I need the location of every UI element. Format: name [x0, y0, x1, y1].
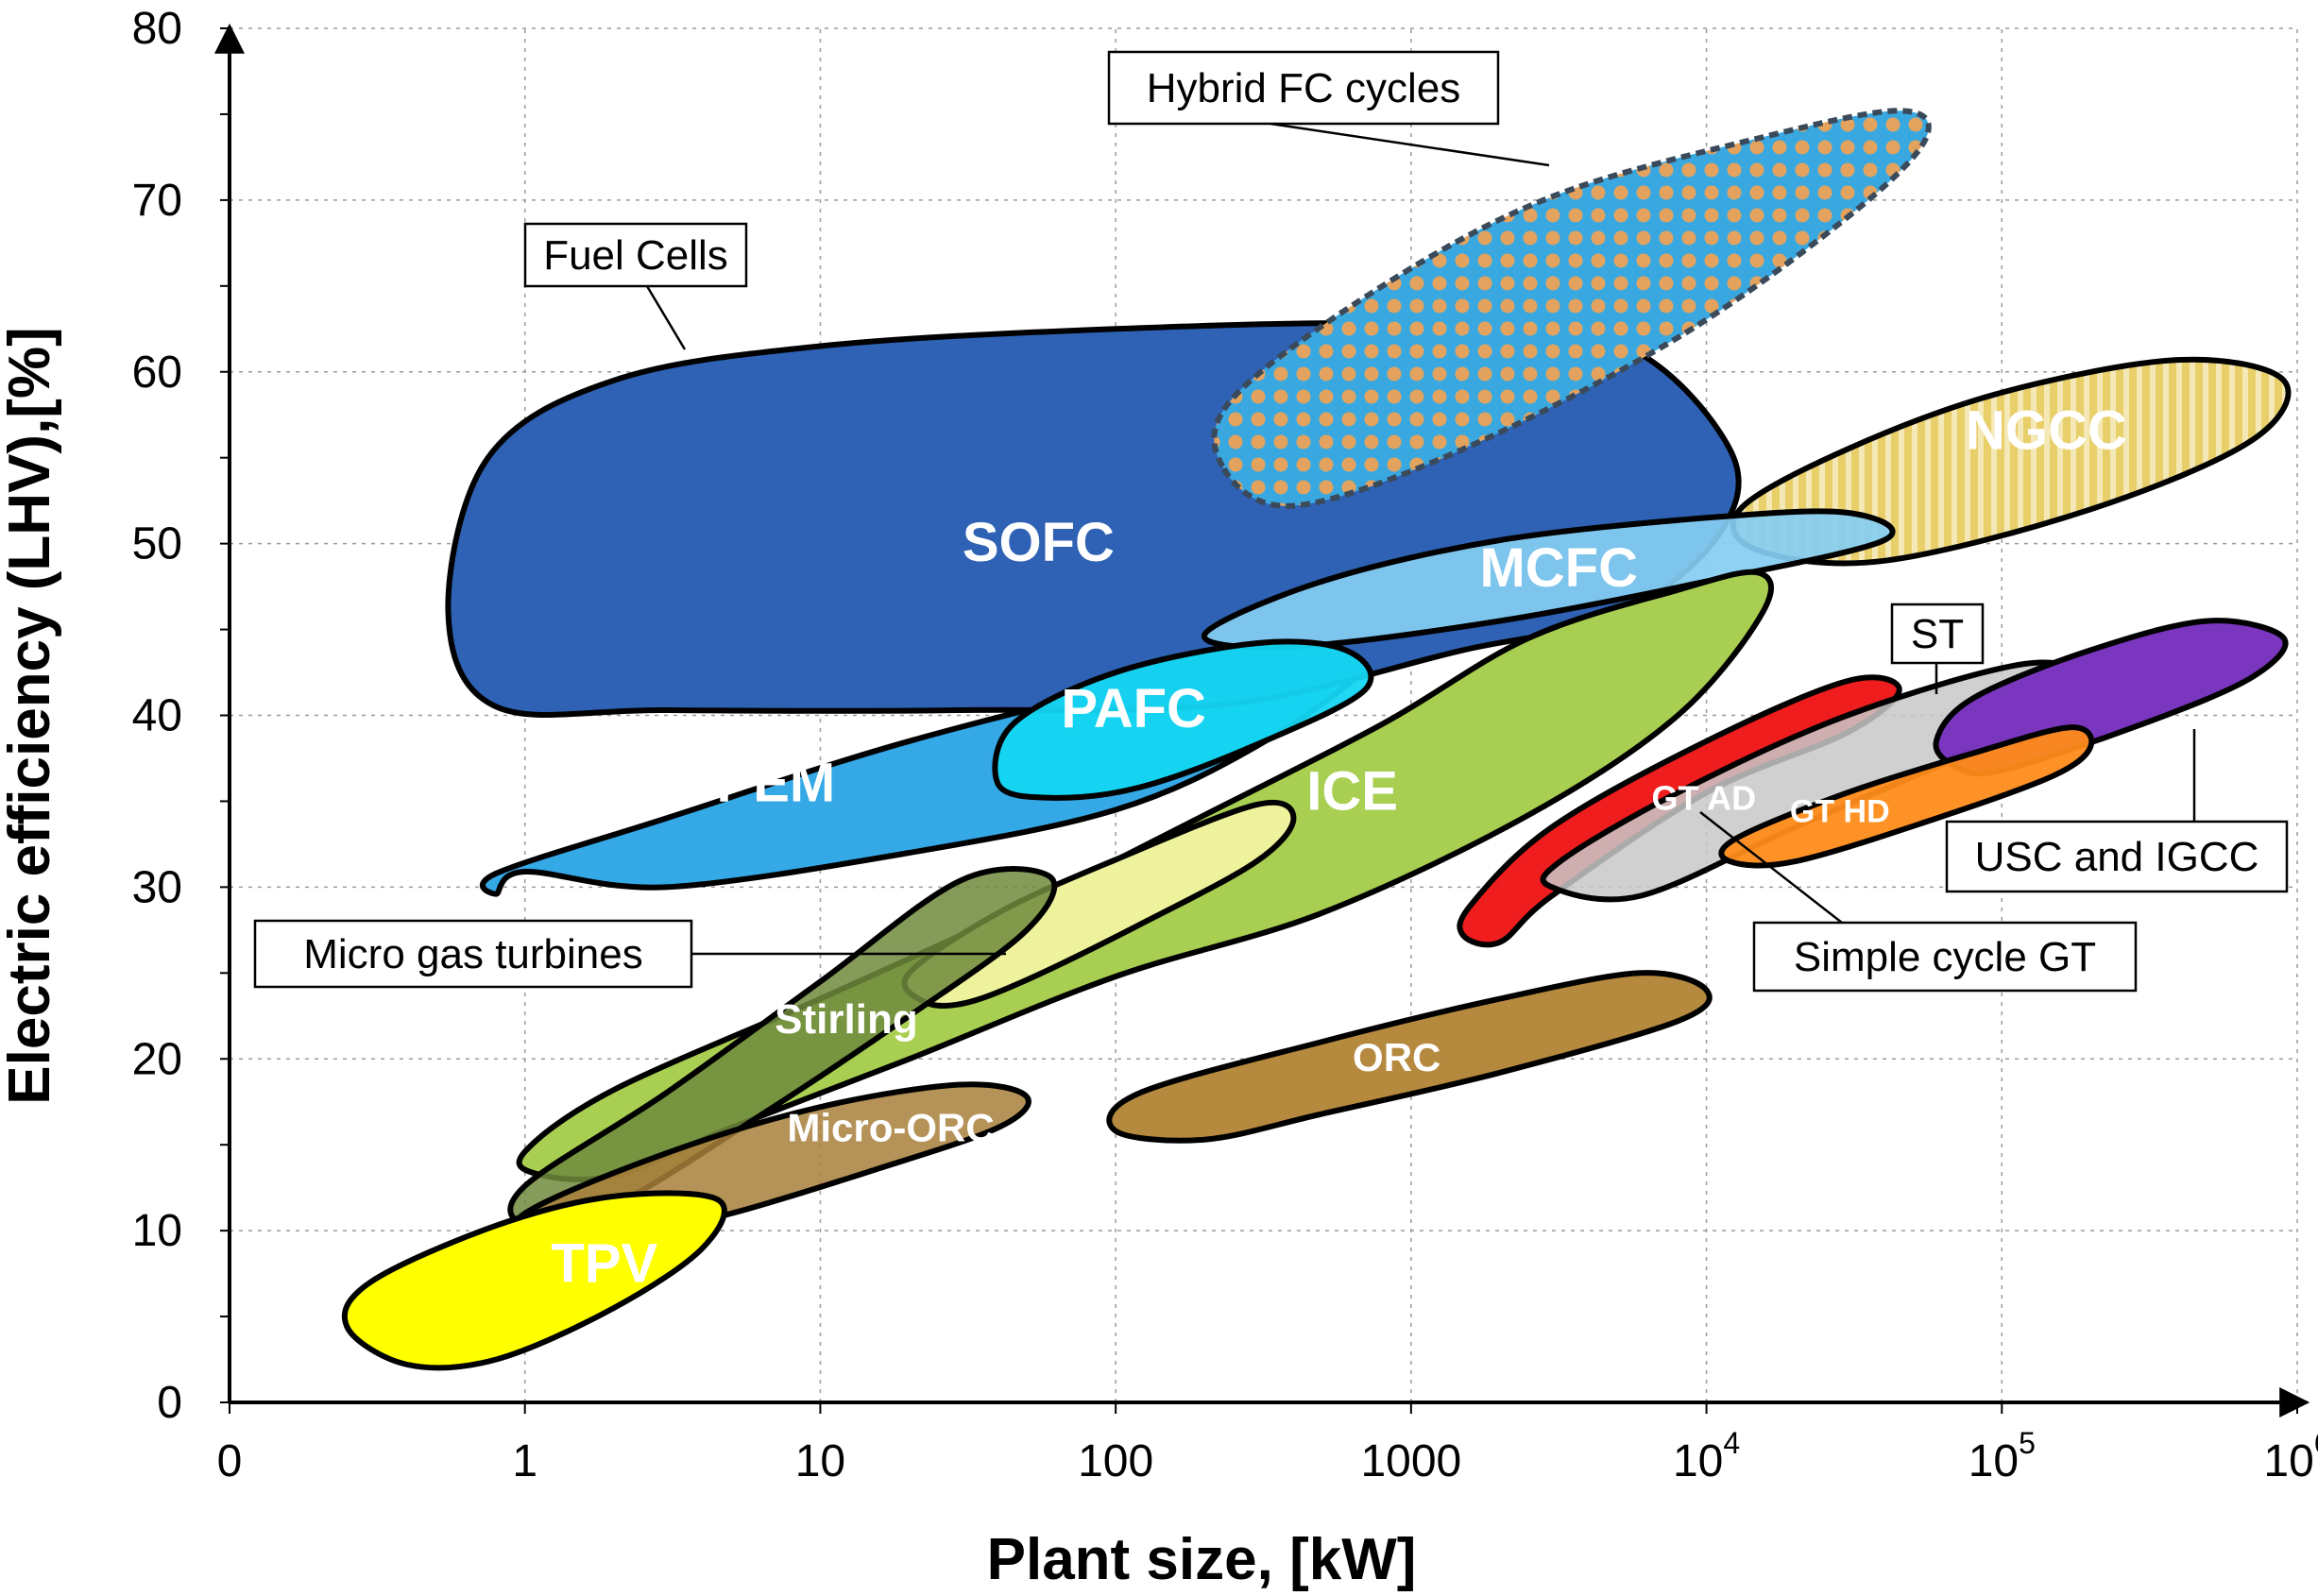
region-label-pem: PEM [717, 752, 836, 813]
y-tick-label: 20 [132, 1034, 182, 1084]
callout-label: Micro gas turbines [303, 931, 642, 977]
region-ngcc [1730, 356, 2292, 567]
x-tick-label: 1000 [1360, 1436, 1461, 1486]
region-label-mcfc: MCFC [1479, 537, 1638, 599]
x-tick-label: 104 [1673, 1426, 1740, 1486]
y-tick-label: 30 [132, 862, 182, 912]
callout-st: ST [1890, 603, 1985, 694]
callout-label: Simple cycle GT [1794, 934, 2096, 980]
callout-box [253, 919, 693, 989]
region-layer: PEM SOFC NGCC MCFC ICE Stirling Micro-ORC TPV OR… [341, 108, 2292, 1371]
y-tick-label: 70 [132, 176, 182, 226]
tick-labels: 0 10 20 30 40 50 60 70 80 0 1 10 100 1000 104 105 106 [132, 4, 2318, 1486]
callout-hybrid-fc-cycles: Hybrid FC cycles [1107, 50, 1550, 167]
region-label-micro-orc: Micro-ORC [787, 1106, 994, 1150]
callout-layer: Fuel Cells Hybrid FC cycles ST USC and IGCC… [253, 50, 2289, 993]
callout-leader-line [1699, 811, 1843, 924]
callout-box [523, 222, 748, 288]
y-tick-label: 60 [132, 348, 182, 398]
y-tick-label: 80 [132, 4, 182, 54]
y-tick-label: 40 [132, 691, 182, 741]
x-tick-label: 0 [217, 1436, 243, 1486]
callout-label: Hybrid FC cycles [1147, 65, 1461, 111]
y-tick-label: 50 [132, 519, 182, 569]
x-axis-title: Plant size, [kW] [987, 1527, 1417, 1592]
y-axis-title: Electric efficiency (LHV),[%] [0, 327, 62, 1104]
callout-fuel-cells: Fuel Cells [523, 222, 748, 350]
region-label-tpv: TPV [551, 1233, 657, 1295]
region-pafc [992, 638, 1374, 801]
x-tick-label: 100 [1078, 1436, 1153, 1486]
region-label-gt-hd: GT HD [1790, 793, 1890, 829]
callout-leader-line [1270, 122, 1550, 167]
callout-box [1107, 50, 1500, 126]
region-label-sofc: SOFC [963, 512, 1115, 573]
region-mcfc [1202, 508, 1896, 651]
region-label-ngcc: NGCC [1966, 400, 2127, 462]
callout-box [1890, 603, 1985, 665]
callout-label: Fuel Cells [543, 232, 728, 279]
region-label-orc: ORC [1353, 1035, 1440, 1079]
region-gt-hd [1718, 724, 2095, 869]
region-label-stirling: Stirling [775, 996, 918, 1043]
callout-leader-line [645, 285, 687, 350]
x-tick-label: 106 [2263, 1426, 2318, 1486]
x-tick-label: 10 [795, 1436, 845, 1486]
x-tick-label: 105 [1969, 1426, 2036, 1486]
region-tpv [341, 1190, 727, 1371]
callout-micro-gas-turbines: Micro gas turbines [253, 919, 1006, 989]
axes [214, 23, 2310, 1418]
callout-box [1945, 820, 2289, 893]
x-tick-label: 1 [512, 1436, 537, 1486]
region-label-ice: ICE [1306, 761, 1398, 823]
y-tick-label: 0 [157, 1378, 182, 1428]
callout-usc-and-igcc: USC and IGCC [1945, 729, 2289, 893]
region-label-pafc: PAFC [1061, 678, 1206, 739]
callout-label: ST [1911, 611, 1964, 657]
y-tick-label: 10 [132, 1206, 182, 1256]
region-hybrid-fc-cycles [1211, 108, 1932, 509]
region-orc [1106, 970, 1713, 1144]
region-label-gt-ad: GT AD [1651, 779, 1756, 818]
callout-label: USC and IGCC [1975, 834, 2259, 880]
callout-box [1752, 921, 2138, 993]
callout-simple-cycle-gt: Simple cycle GT [1699, 811, 2138, 993]
